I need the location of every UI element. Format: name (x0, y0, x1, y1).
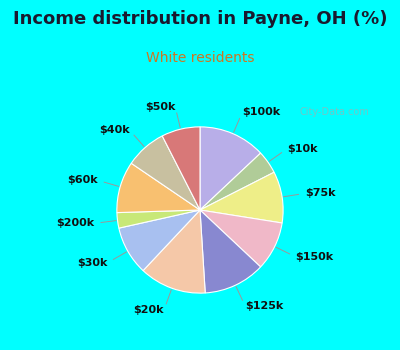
Text: $125k: $125k (245, 301, 284, 311)
Text: $10k: $10k (287, 144, 318, 154)
Text: $50k: $50k (145, 102, 175, 112)
Wedge shape (143, 210, 205, 293)
Text: White residents: White residents (146, 51, 254, 65)
Wedge shape (131, 136, 200, 210)
Wedge shape (162, 127, 200, 210)
Wedge shape (117, 210, 200, 228)
Text: City-Data.com: City-Data.com (300, 107, 370, 117)
Wedge shape (119, 210, 200, 271)
Text: Income distribution in Payne, OH (%): Income distribution in Payne, OH (%) (13, 10, 387, 28)
Wedge shape (200, 210, 260, 293)
Text: $30k: $30k (77, 258, 108, 268)
Text: $75k: $75k (305, 188, 336, 198)
Text: $20k: $20k (134, 305, 164, 315)
Wedge shape (117, 163, 200, 212)
Wedge shape (200, 153, 274, 210)
Wedge shape (200, 127, 260, 210)
Wedge shape (200, 172, 283, 223)
Text: $150k: $150k (296, 252, 334, 262)
Wedge shape (200, 210, 282, 267)
Text: $40k: $40k (99, 125, 130, 135)
Text: $200k: $200k (56, 218, 94, 228)
Text: $60k: $60k (67, 175, 98, 185)
Text: $100k: $100k (242, 107, 280, 117)
